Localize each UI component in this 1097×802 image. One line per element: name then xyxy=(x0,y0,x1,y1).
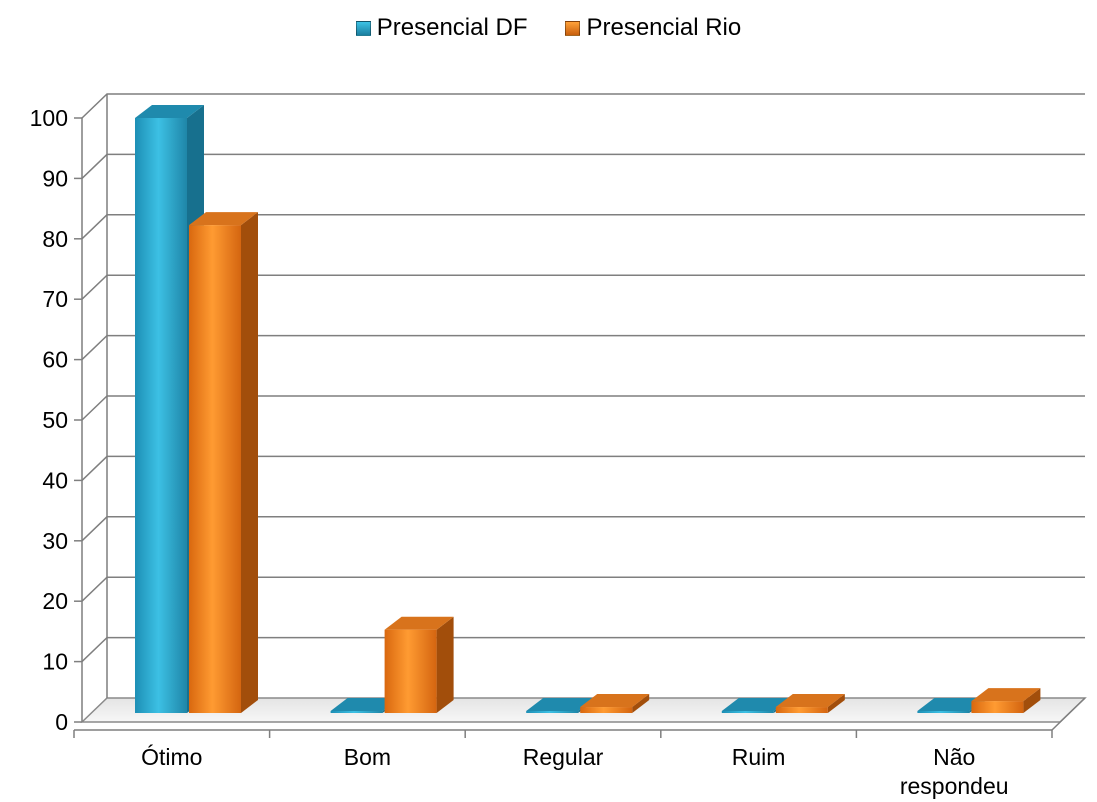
y-tick-label-100: 100 xyxy=(30,105,68,131)
y-tick-label-70: 70 xyxy=(42,286,68,312)
x-tick-label-ruim: Ruim xyxy=(732,744,786,770)
bar-presencial-rio-ruim-top xyxy=(775,694,845,708)
bar-presencial-rio-nao-respondeu xyxy=(971,688,1041,713)
y-tick-label-50: 50 xyxy=(42,407,68,433)
y-tick-label-10: 10 xyxy=(42,649,68,675)
bar-presencial-rio-bom-side xyxy=(436,616,454,713)
bar-presencial-rio-bom xyxy=(384,616,454,713)
bar-presencial-df-bom-front xyxy=(330,711,383,713)
bar-presencial-df-nao-respondeu-top xyxy=(917,698,987,711)
bar-presencial-df-nao-respondeu-front xyxy=(917,711,970,713)
bar-presencial-rio-regular-side xyxy=(632,694,650,713)
bar-presencial-rio-nao-respondeu-top xyxy=(971,688,1041,702)
bar-presencial-rio-bom-front xyxy=(384,629,437,713)
gridline-100 xyxy=(81,93,1085,119)
bar-presencial-df-otimo-top xyxy=(135,105,204,118)
bar-presencial-rio-regular xyxy=(580,694,650,713)
bar-presencial-df-ruim-top xyxy=(721,698,791,711)
y-tick-label-20: 20 xyxy=(42,588,68,614)
gridlines xyxy=(81,93,1085,722)
bar-presencial-rio-otimo xyxy=(189,212,258,713)
legend-label-presencial-rio: Presencial Rio xyxy=(586,14,742,41)
y-tick-label-40: 40 xyxy=(42,467,68,493)
bar-presencial-rio-regular-front xyxy=(580,707,633,713)
legend-swatch-presencial-rio xyxy=(565,20,581,36)
bar-presencial-rio-otimo-side xyxy=(241,212,258,713)
legend: Presencial DF Presencial Rio xyxy=(0,14,1097,42)
legend-swatch-presencial-df xyxy=(355,20,371,36)
bar-presencial-rio-ruim-side xyxy=(827,694,845,713)
bar-presencial-rio-bom-top xyxy=(384,616,454,630)
bar-presencial-df-ruim-front xyxy=(721,711,774,713)
y-tick-label-90: 90 xyxy=(42,165,68,191)
bar-presencial-rio-otimo-top xyxy=(189,212,258,226)
x-tick-label-nao-respondeu: Não respondeu xyxy=(900,744,1009,799)
bar-presencial-df-regular-top xyxy=(526,698,596,711)
y-tick-label-80: 80 xyxy=(42,226,68,252)
bar-presencial-rio-regular-top xyxy=(580,694,650,708)
bar-presencial-df-regular-front xyxy=(526,711,579,713)
x-tick-label-regular: Regular xyxy=(523,744,604,770)
legend-item-presencial-df: Presencial DF xyxy=(355,14,528,42)
x-tick-label-bom: Bom xyxy=(344,744,391,770)
bar-presencial-rio-nao-respondeu-front xyxy=(971,701,1024,713)
bar-presencial-df-otimo-front xyxy=(135,118,187,713)
y-tick-label-0: 0 xyxy=(55,709,68,735)
x-axis-depth-edge xyxy=(1051,697,1086,731)
x-axis: Ótimo Bom Regular Ruim Não respondeu xyxy=(73,697,1086,799)
y-tick-label-60: 60 xyxy=(42,347,68,373)
bar-presencial-rio-ruim-front xyxy=(775,707,828,713)
x-tick-label-otimo: Ótimo xyxy=(141,744,202,770)
bar-presencial-df-bom-top xyxy=(330,698,400,711)
gridline-90 xyxy=(81,153,1085,179)
y-tick-label-30: 30 xyxy=(42,528,68,554)
bar-presencial-rio-otimo-front xyxy=(189,225,241,713)
bar-presencial-rio-ruim xyxy=(775,694,845,713)
legend-label-presencial-df: Presencial DF xyxy=(376,14,528,41)
legend-item-presencial-rio: Presencial Rio xyxy=(565,14,741,42)
bars xyxy=(135,105,1041,713)
bar-presencial-rio-nao-respondeu-side xyxy=(1023,688,1041,713)
y-axis-ticks: 0 10 20 30 40 50 60 70 80 90 100 xyxy=(30,105,82,735)
